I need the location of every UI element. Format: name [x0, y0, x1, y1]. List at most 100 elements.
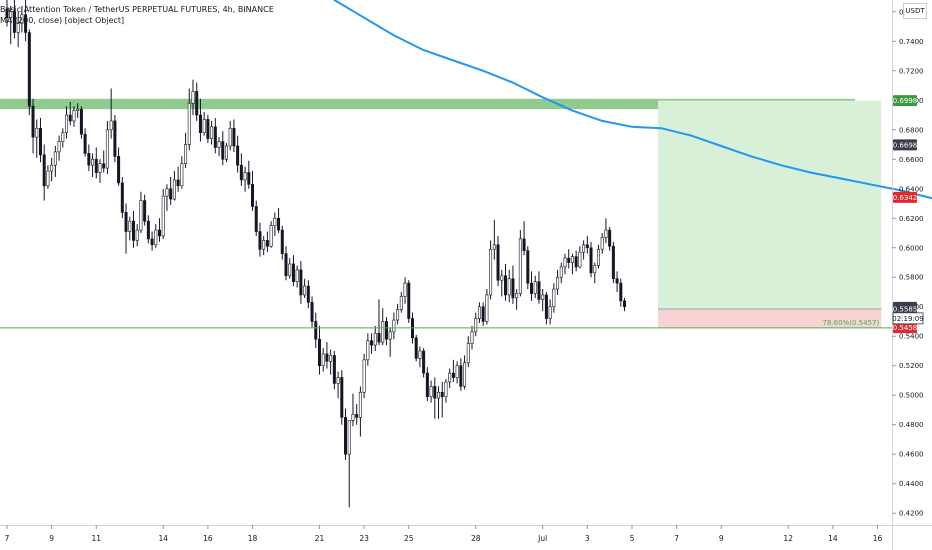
candle-body-down — [195, 91, 199, 116]
candle — [329, 349, 333, 375]
candle-body-up — [474, 318, 478, 333]
candle-body-up — [596, 248, 600, 266]
candle-body-up — [61, 132, 65, 142]
candle-body-up — [489, 248, 493, 296]
candle — [522, 221, 526, 256]
candle — [243, 166, 247, 192]
candle — [61, 128, 65, 148]
candle-body-down — [544, 294, 548, 319]
candle-body-up — [161, 195, 165, 237]
candle-body-up — [98, 163, 102, 173]
candle-body-up — [154, 229, 158, 246]
candle — [518, 230, 522, 297]
price-label-text: 0.6342 — [893, 194, 918, 202]
candle-body-up — [351, 414, 355, 421]
candle-body-up — [381, 321, 385, 343]
candle-body-up — [392, 319, 396, 333]
candle — [403, 277, 407, 304]
candle-body-down — [299, 269, 303, 296]
candle-body-up — [477, 306, 481, 319]
price-tick-label: 0.7200 — [899, 67, 924, 75]
candle — [139, 191, 143, 234]
date-tick-label: 3 — [585, 534, 590, 543]
candle-body-down — [615, 278, 619, 284]
candle — [611, 241, 615, 284]
candle-body-down — [280, 229, 284, 254]
candle-body-down — [143, 200, 147, 222]
candle — [247, 160, 251, 189]
candle — [46, 165, 50, 189]
candle — [526, 246, 530, 290]
candle — [113, 115, 117, 163]
candle-body-up — [180, 163, 184, 187]
candle-body-down — [24, 14, 28, 33]
candle — [91, 153, 95, 177]
candle — [202, 112, 206, 136]
candle-body-up — [191, 91, 195, 104]
candle — [5, 0, 9, 27]
candle — [210, 120, 214, 145]
candle-body-down — [340, 377, 344, 418]
candle — [277, 207, 281, 234]
candle-body-up — [72, 110, 76, 122]
candle-body-up — [604, 229, 608, 238]
candle — [288, 258, 292, 279]
candle — [578, 246, 582, 269]
candle — [79, 106, 83, 139]
candle — [165, 184, 169, 211]
candle — [184, 132, 188, 169]
date-tick-label: 9 — [49, 534, 54, 543]
currency-badge[interactable]: USDT — [903, 3, 927, 19]
candle — [582, 240, 586, 260]
candle — [314, 312, 318, 349]
price-tick-label: 0.5800 — [899, 274, 924, 282]
indicator-legend[interactable]: MA (200, close) [object Object] — [0, 16, 125, 25]
candle-body-down — [451, 372, 455, 378]
candle-body-down — [344, 417, 348, 455]
candle — [87, 144, 91, 172]
candle — [50, 157, 54, 182]
candle-body-up — [228, 128, 232, 147]
candle-body-down — [310, 302, 314, 322]
date-tick-label: 7 — [5, 534, 10, 543]
candle-body-down — [117, 156, 121, 184]
candle-body-down — [277, 217, 281, 231]
candle — [596, 244, 600, 269]
candle — [213, 117, 217, 154]
candle — [459, 358, 463, 391]
candle-body-down — [150, 238, 154, 246]
candle-body-up — [437, 391, 441, 399]
candle-body-up — [109, 120, 113, 131]
support-line-label: 78.60%(0.5457) — [823, 319, 880, 327]
candle — [198, 98, 202, 142]
price-label: 0.6342 — [893, 191, 918, 203]
candle — [351, 393, 355, 427]
ma-layer — [333, 0, 932, 200]
candle-body-down — [619, 282, 623, 302]
candle — [336, 371, 340, 399]
candle-body-up — [507, 278, 511, 296]
date-tick-label: 23 — [359, 534, 369, 543]
candle — [232, 119, 236, 152]
candle-body-up — [288, 263, 292, 277]
candle — [224, 143, 228, 163]
candle — [105, 120, 109, 175]
candle-body-up — [172, 179, 176, 200]
candle-body-up — [533, 281, 537, 294]
candle-body-up — [492, 244, 496, 250]
candle — [485, 289, 489, 325]
candle — [362, 353, 366, 399]
candle — [507, 269, 511, 303]
candle — [117, 147, 121, 186]
candle — [533, 275, 537, 298]
candle — [541, 289, 545, 312]
candle — [448, 368, 452, 388]
candle — [463, 355, 467, 390]
candle-body-up — [139, 200, 143, 231]
candle — [585, 235, 589, 254]
candle — [299, 261, 303, 304]
date-tick-label: 9 — [719, 534, 724, 543]
lines-layer: 78.60%(0.5457) — [0, 319, 892, 329]
